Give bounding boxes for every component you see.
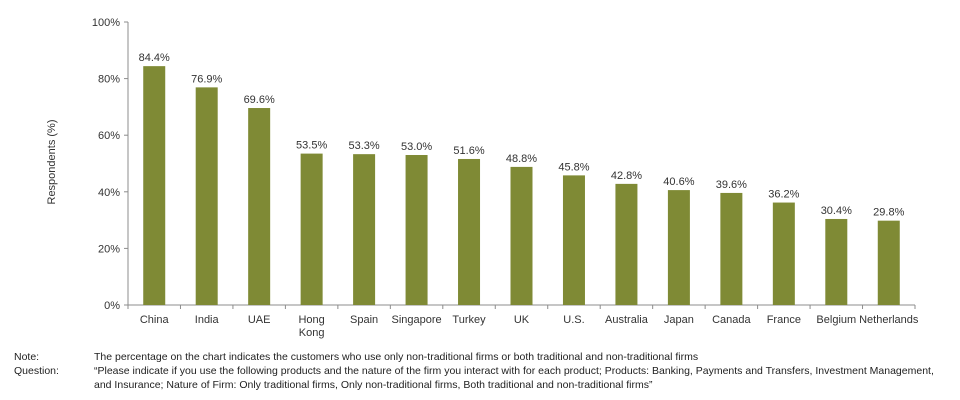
x-tick-label: U.S. [563, 314, 584, 326]
bar [195, 87, 218, 305]
x-tick-label: UAE [248, 314, 271, 326]
data-label: 29.8% [873, 207, 904, 219]
question-text: “Please indicate if you use the followin… [94, 365, 934, 391]
bar [667, 190, 690, 305]
bar [405, 155, 428, 305]
x-tick-label: Canada [712, 314, 751, 326]
bar [143, 66, 166, 305]
bar [615, 183, 638, 305]
note-text: The percentage on the chart indicates th… [94, 351, 699, 363]
bar [510, 166, 533, 305]
bar [300, 153, 323, 305]
data-label: 42.8% [611, 170, 642, 182]
y-tick-label: 100% [92, 17, 120, 29]
data-label: 53.5% [296, 140, 327, 152]
x-tick-label: Turkey [452, 314, 486, 326]
chart-notes: Note: The percentage on the chart indica… [14, 350, 954, 392]
y-axis-label: Respondents (%) [46, 119, 58, 205]
data-label: 45.8% [558, 161, 589, 173]
y-tick-label: 20% [98, 243, 120, 255]
data-label: 40.6% [663, 176, 694, 188]
data-label: 48.8% [506, 153, 537, 165]
note-key: Note: [14, 351, 40, 363]
bar [562, 175, 585, 305]
x-tick-label: Japan [664, 314, 694, 326]
y-tick-label: 40% [98, 187, 120, 199]
data-label: 51.6% [453, 145, 484, 157]
x-tick-label: Netherlands [859, 314, 919, 326]
data-label: 30.4% [821, 205, 852, 217]
bar [353, 154, 376, 305]
y-tick-label: 60% [98, 130, 120, 142]
x-tick-label: Spain [350, 314, 378, 326]
data-label: 53.3% [348, 140, 379, 152]
x-tick-label: China [140, 314, 170, 326]
x-tick-label: Hong [298, 314, 324, 326]
y-tick-label: 0% [104, 300, 120, 312]
data-label: 36.2% [768, 189, 799, 201]
data-label: 84.4% [139, 52, 170, 64]
data-label: 53.0% [401, 141, 432, 153]
data-label: 39.6% [716, 179, 747, 191]
x-tick-label: Belgium [816, 314, 856, 326]
data-label: 76.9% [191, 73, 222, 85]
bar [248, 108, 271, 305]
bar [720, 192, 743, 305]
bar-chart: 0% 20% 40% 60% 80% 100% 84.4% China 76.9% India 69… [92, 17, 919, 339]
x-tick-label: India [195, 314, 220, 326]
x-tick-label: UK [514, 314, 530, 326]
x-tick-label: France [767, 314, 801, 326]
note-row: Note: The percentage on the chart indica… [14, 350, 954, 364]
x-tick-label: Australia [605, 314, 649, 326]
x-tick-label: Kong [299, 327, 325, 339]
question-row: Question: “Please indicate if you use th… [14, 364, 954, 392]
question-key: Question: [14, 365, 59, 377]
bar [825, 218, 848, 305]
y-tick-label: 80% [98, 74, 120, 86]
data-label: 69.6% [244, 94, 275, 106]
x-tick-label: Singapore [391, 314, 441, 326]
bar [877, 220, 900, 305]
bar [772, 202, 795, 305]
bar [458, 158, 481, 305]
